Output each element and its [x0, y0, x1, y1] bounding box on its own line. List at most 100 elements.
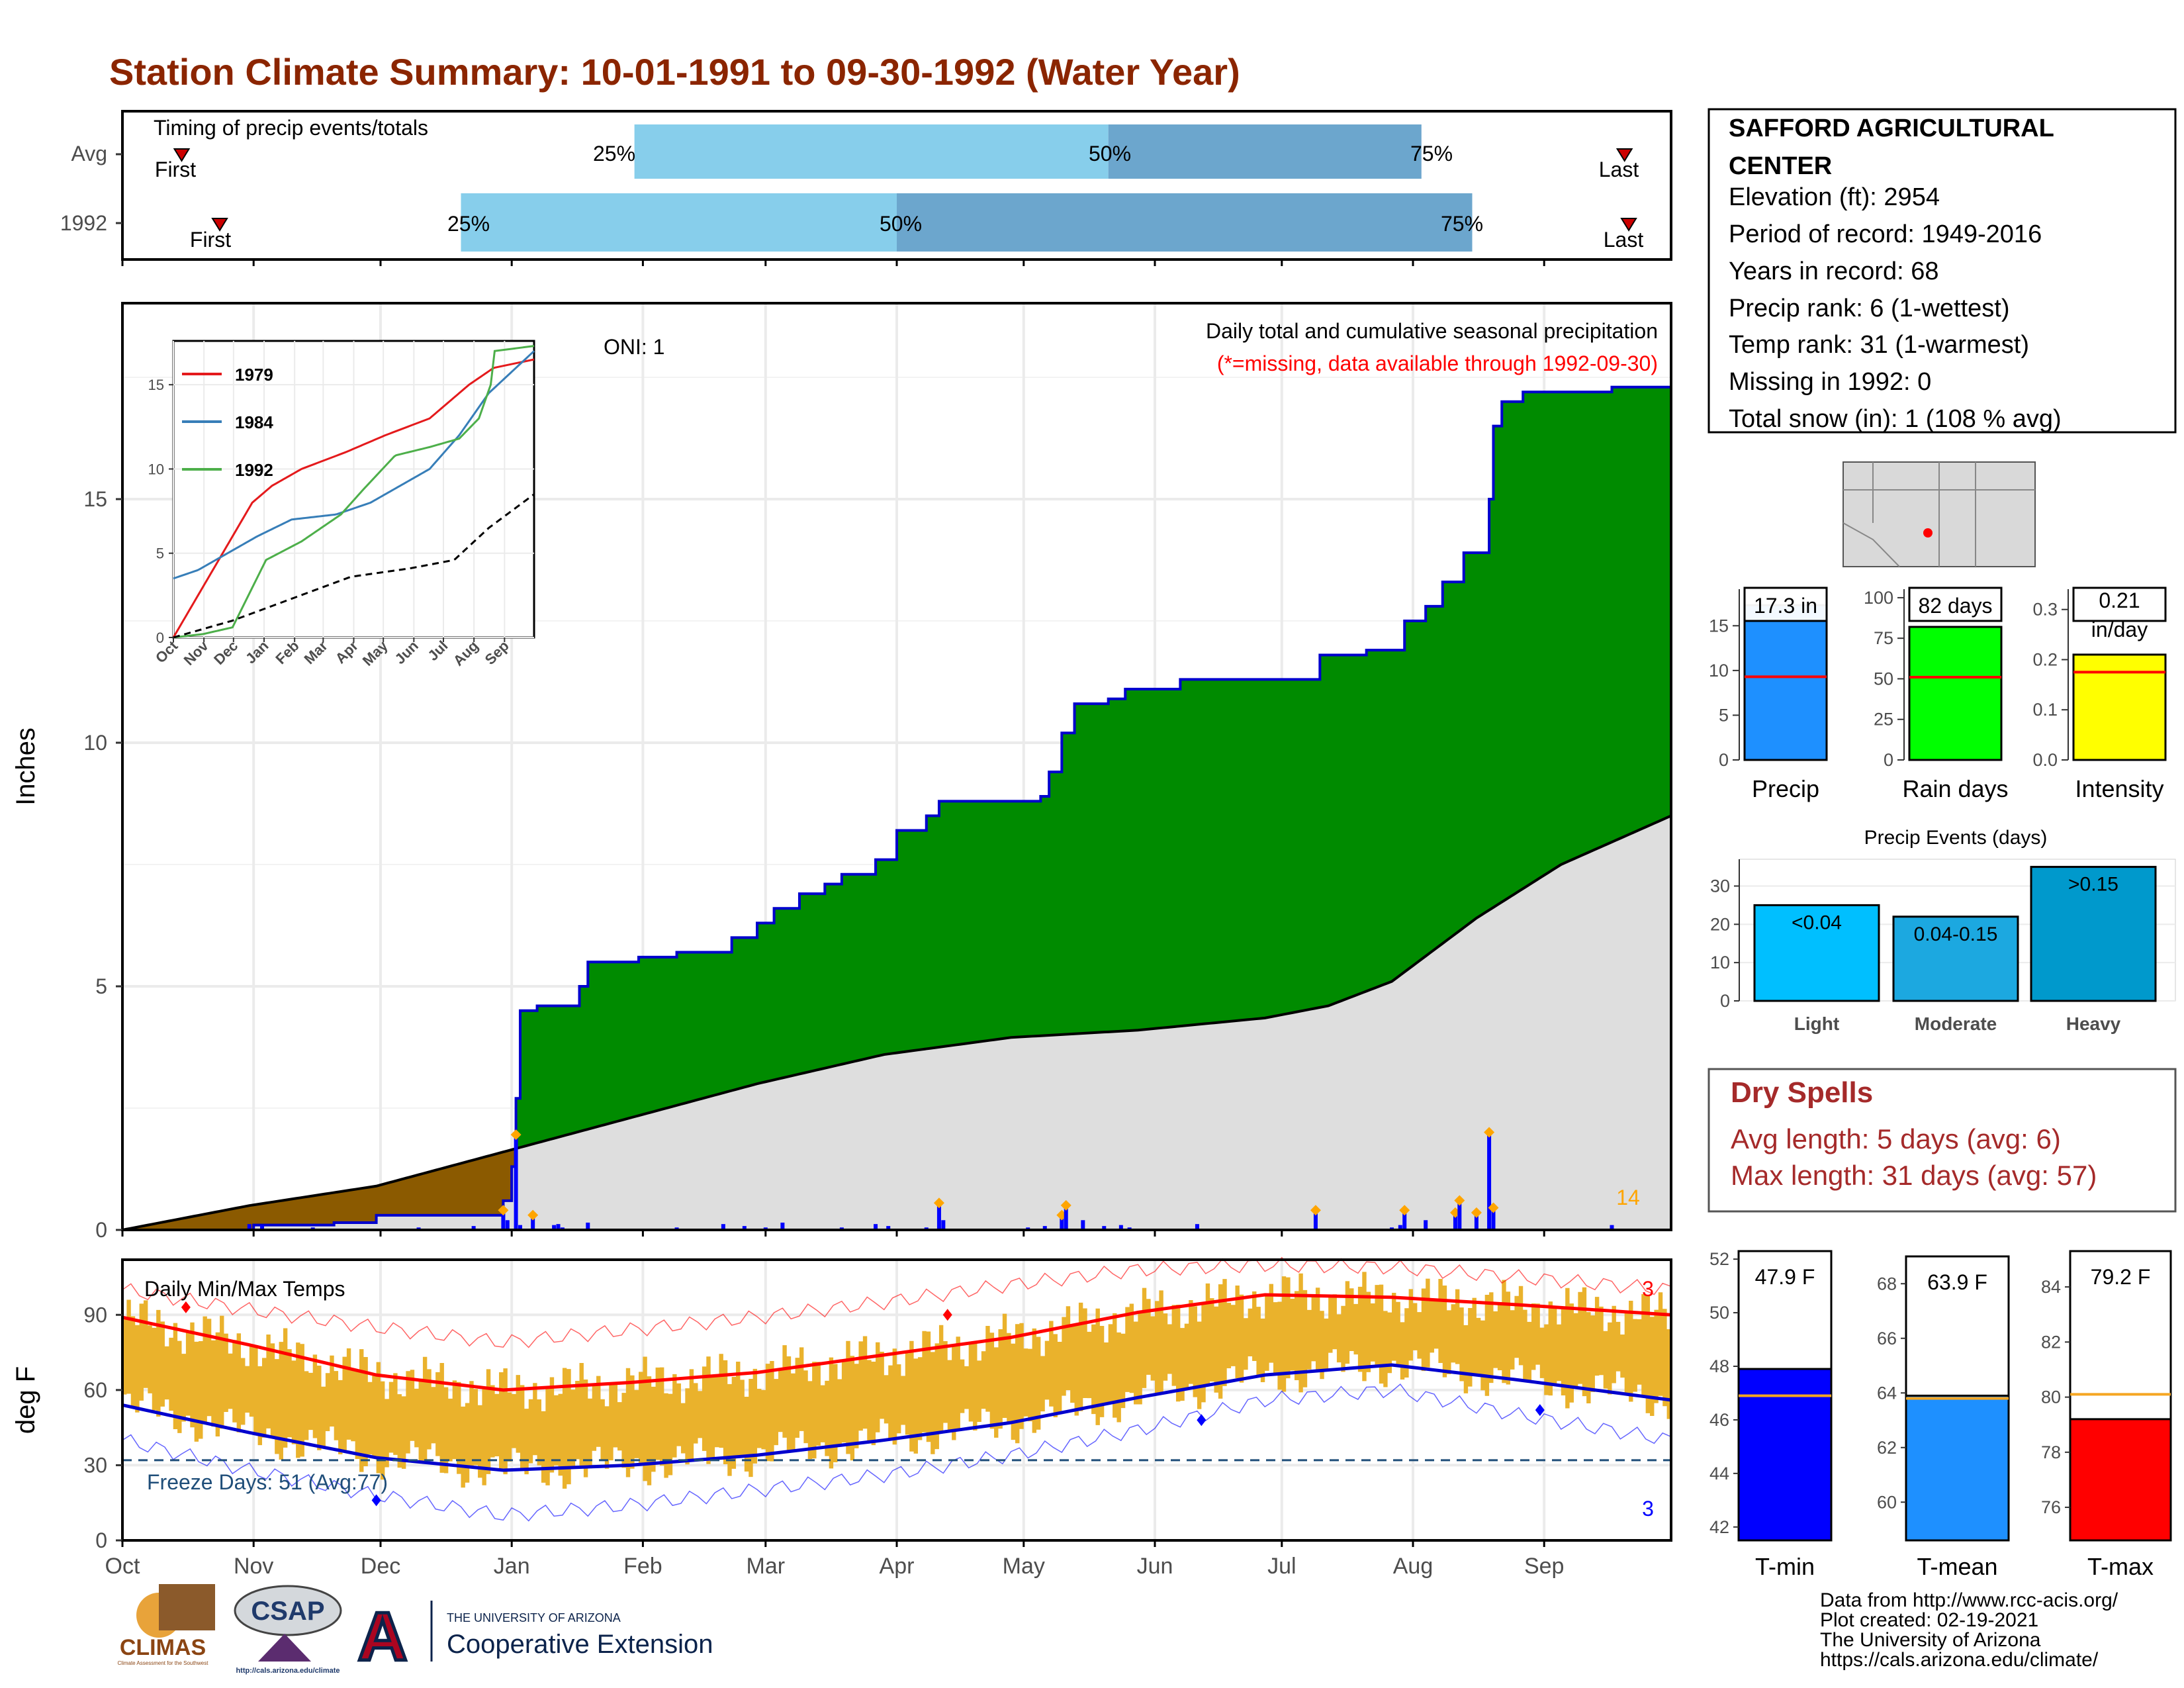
summary-y-tick-label: 0: [1719, 750, 1729, 770]
daily-precip-bar: [1491, 1210, 1496, 1230]
summary-bar-0: [1743, 604, 1828, 761]
events-category-label: Heavy: [2066, 1013, 2121, 1034]
timing-bar-q25-q50: [634, 124, 1109, 179]
precip-ylabel: Inches: [11, 727, 40, 806]
temp-bar-t-max: [2069, 1418, 2172, 1542]
csap-mountain: [258, 1634, 311, 1662]
timing-row-avg: Avg: [71, 142, 107, 165]
record-low-marker: [371, 1494, 381, 1507]
yr-q50-label: 50%: [880, 212, 922, 236]
heavy-event-marker: [1454, 1195, 1465, 1206]
month-x-axis: Oct Nov Dec Jan Feb Mar Apr May Jun Jul Aug Sep: [105, 1540, 1564, 1579]
avg-q50-label: 50%: [1089, 142, 1131, 165]
temp-bar-category: T-mean: [1917, 1553, 1997, 1580]
above-average-area: [122, 387, 1671, 1230]
summary-y-tick-label: 0.0: [2032, 750, 2058, 770]
daily-precip-bar: [586, 1222, 590, 1230]
temp-bar-t-mean: [1905, 1394, 2010, 1542]
average-cumulative-line: [122, 814, 1672, 1231]
events-bar-heavy: [2030, 866, 2157, 1002]
timing-row-1992: 1992: [60, 211, 107, 235]
month-tick-label: Aug: [1393, 1554, 1433, 1579]
temp-bar-y-tick-label: 50: [1709, 1303, 1729, 1323]
credit-line-4: https://cals.arizona.edu/climate/: [1820, 1649, 2099, 1671]
summary-bar-charts: 0 5 10 15 17.3 in Precip 0 25 50 75 100 82 days Rain…: [1709, 586, 2167, 802]
inset-legend-1992: 1992: [235, 460, 273, 480]
normal-min-line: [122, 1363, 1672, 1472]
daily-precip-bar: [514, 1137, 518, 1230]
summary-bar-value-label: 17.3 in: [1754, 594, 1817, 618]
station-info-frame: [1707, 108, 2177, 434]
climas-sub: Climate Assessment for the Southwest: [118, 1660, 209, 1666]
summary-bar-1: [1908, 626, 2003, 761]
temp-bar-y-tick-label: 68: [1877, 1274, 1897, 1293]
precip-events-title: Precip Events (days): [1864, 827, 2048, 849]
ua-logo: A THE UNIVERSITY OF ARIZONA Cooperative …: [356, 1597, 713, 1677]
precip-legend-title: Daily total and cumulative seasonal prec…: [1206, 319, 1658, 343]
daily-precip-bar: [1474, 1215, 1479, 1230]
heavy-event-marker: [1060, 1199, 1071, 1211]
daily-precip-bar: [501, 1213, 506, 1230]
temp-bar-y-tick-label: 48: [1709, 1356, 1729, 1376]
summary-bar-category: Rain days: [1902, 775, 2008, 802]
summary-y-tick-label: 0.3: [2032, 600, 2058, 620]
daily-precip-bar: [556, 1224, 561, 1230]
summary-y-tick-label: 100: [1864, 588, 1893, 608]
inset-series-line: [173, 350, 535, 580]
precip-legend-sub: (*=missing, data available through 1992-…: [1217, 352, 1658, 375]
dry-spells-frame: [1707, 1068, 2177, 1213]
timing-bars: [116, 124, 1637, 266]
precip-y-tick-label: 0: [95, 1218, 107, 1242]
record-high-marker: [942, 1309, 952, 1321]
avg-first-label: First: [155, 158, 196, 181]
cold-days-count: 3: [1642, 1497, 1654, 1521]
summary-y-tick-label: 75: [1874, 628, 1893, 648]
dry-spells-max: Max length: 31 days (avg: 57): [1731, 1160, 2097, 1191]
temp-bar-y-tick-label: 46: [1709, 1410, 1729, 1430]
station-missing: Missing in 1992: 0: [1729, 368, 1931, 396]
events-bar-label: >0.15: [2068, 874, 2118, 896]
temp-bar-value-label: 47.9 F: [1755, 1265, 1815, 1289]
summary-y-tick-label: 0.1: [2032, 700, 2058, 720]
daily-precip-bar: [874, 1224, 878, 1230]
temp-bar-y-tick-label: 60: [1877, 1492, 1897, 1512]
temp-y-tick-label: 90: [83, 1303, 107, 1327]
temp-y-tick-label: 30: [83, 1453, 107, 1477]
timing-bar-q50-q75: [1108, 124, 1422, 179]
avg-last-label: Last: [1599, 158, 1639, 181]
climas-logo: CLIMAS Climate Assessment for the Southw…: [118, 1584, 215, 1666]
month-tick-label: Oct: [105, 1554, 140, 1579]
daily-precip-bar: [721, 1224, 725, 1230]
temp-bar-y-tick-label: 84: [2041, 1277, 2061, 1297]
credit-line-3: The University of Arizona: [1820, 1629, 2041, 1651]
yr-last-label: Last: [1604, 228, 1644, 252]
daily-precip-bar: [1102, 1226, 1107, 1230]
events-category-label: Moderate: [1915, 1013, 1997, 1034]
daily-precip-bar: [471, 1226, 476, 1230]
temp-bar-y-tick-label: 78: [2041, 1442, 2061, 1462]
precip-events-bars: 0 10 20 30 <0.04 Light 0.04-0.15 Moderate >0.15 H…: [1710, 859, 2176, 1034]
temp-ylabel: deg F: [11, 1366, 40, 1434]
precip-panel: 0 5 10 15 Inches ONI: 1 Daily total and cum…: [11, 302, 1672, 1242]
csap-logo: CSAP http://cals.arizona.edu/climate: [234, 1585, 342, 1675]
inset-y-tick-label: 0: [156, 630, 164, 646]
timing-1992-labels: First 25% 50% 75% Last: [190, 212, 1643, 252]
station-name-line2: CENTER: [1729, 152, 1832, 180]
heavy-event-marker: [527, 1209, 539, 1221]
last-event-marker: [1620, 218, 1637, 232]
daily-precip-bar: [742, 1226, 747, 1230]
ua-big: Cooperative Extension: [447, 1630, 713, 1659]
avg-q75-label: 75%: [1410, 142, 1453, 165]
temp-bar-y-tick-label: 76: [2041, 1497, 2061, 1517]
daily-precip-bar: [936, 1205, 941, 1230]
month-tick-label: Apr: [880, 1554, 915, 1579]
temp-bar-category: T-max: [2087, 1553, 2154, 1580]
first-event-marker: [211, 218, 228, 232]
station-snow: Total snow (in): 1 (108 % avg): [1729, 405, 2062, 433]
last-event-marker: [1615, 148, 1633, 162]
logos: CLIMAS Climate Assessment for the Southw…: [118, 1584, 713, 1677]
timing-bar-q25-q50: [461, 193, 897, 252]
temp-bar-t-min: [1737, 1368, 1833, 1542]
summary-y-tick-label: 25: [1874, 710, 1893, 729]
